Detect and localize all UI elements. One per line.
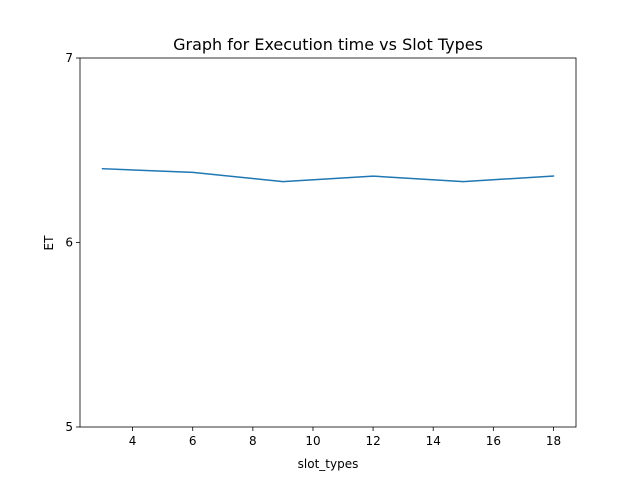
axes-frame bbox=[79, 57, 577, 428]
chart-title: Graph for Execution time vs Slot Types bbox=[173, 35, 483, 54]
x-tick-label-4: 4 bbox=[129, 434, 137, 448]
x-tick-label-8: 8 bbox=[249, 434, 257, 448]
x-tick-label-14: 14 bbox=[426, 434, 441, 448]
plot-area: 4 6 8 10 12 14 16 18 5 6 7 bbox=[65, 51, 577, 448]
x-tick-label-16: 16 bbox=[486, 434, 501, 448]
x-tick-label-12: 12 bbox=[365, 434, 380, 448]
y-tick-label-5: 5 bbox=[65, 420, 73, 434]
x-tick-label-6: 6 bbox=[189, 434, 197, 448]
y-axis-label: ET bbox=[42, 235, 56, 251]
y-tick-label-6: 6 bbox=[65, 236, 73, 250]
x-tick-label-10: 10 bbox=[305, 434, 320, 448]
series-line-0 bbox=[101, 167, 555, 183]
y-tick-label-7: 7 bbox=[65, 51, 73, 65]
x-tick-label-18: 18 bbox=[546, 434, 561, 448]
x-axis-label: slot_types bbox=[298, 457, 359, 471]
